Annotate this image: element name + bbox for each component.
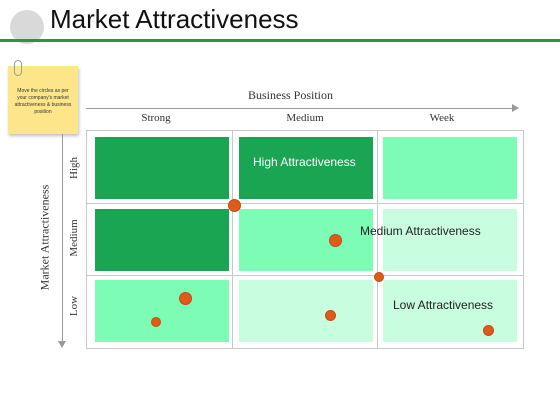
cell-label: High Attractiveness: [253, 155, 356, 169]
matrix-cell-high-strong: [95, 137, 229, 199]
grid-line: [86, 130, 87, 349]
grid-line: [377, 130, 378, 349]
business-position-axis-title: Business Position: [248, 88, 334, 102]
matrix-cell-medium-strong: [95, 209, 229, 271]
title-decoration-circle: [10, 10, 44, 44]
grid-line: [232, 130, 233, 349]
matrix-cell-medium-medium: [239, 209, 373, 271]
position-marker[interactable]: [152, 318, 160, 326]
market-attractiveness-axis-line: [62, 134, 63, 344]
grid-line: [86, 203, 523, 204]
grid-line: [523, 130, 524, 349]
slide-title: Market Attractiveness: [50, 4, 299, 34]
business-position-axis-line: [86, 108, 514, 109]
column-label-week: Week: [429, 112, 455, 124]
position-marker[interactable]: [229, 200, 240, 211]
column-label-medium: Medium: [286, 112, 324, 124]
grid-line: [86, 275, 523, 276]
market-attractiveness-axis-title: Market Attractiveness: [37, 184, 52, 291]
sticky-note: Move the circles as per your company's m…: [8, 66, 78, 134]
row-label-high: High: [68, 157, 80, 179]
position-marker[interactable]: [326, 311, 335, 320]
arrow-down-icon: [58, 341, 66, 348]
grid-line: [86, 348, 523, 349]
position-marker[interactable]: [330, 235, 341, 246]
row-label-medium: Medium: [68, 219, 80, 257]
matrix-cell-low-medium: [239, 280, 373, 342]
matrix-cell-high-medium: High Attractiveness: [239, 137, 373, 199]
arrow-right-icon: [512, 104, 519, 112]
position-marker[interactable]: [375, 273, 383, 281]
paperclip-icon: [14, 60, 22, 76]
position-marker[interactable]: [180, 293, 191, 304]
position-marker[interactable]: [484, 326, 493, 335]
cell-label: Low Attractiveness: [393, 298, 494, 312]
row-label-low: Low: [68, 295, 80, 317]
matrix-cell-high-week: [383, 137, 517, 199]
title-underline: [0, 39, 560, 42]
column-label-strong: Strong: [141, 112, 171, 124]
matrix-cell-medium-week: [383, 209, 517, 271]
cell-label: Medium Attractiveness: [360, 224, 481, 238]
matrix-cell-low-strong: [95, 280, 229, 342]
matrix-cell-low-week: Low Attractiveness: [383, 280, 517, 342]
grid-line: [86, 130, 523, 131]
